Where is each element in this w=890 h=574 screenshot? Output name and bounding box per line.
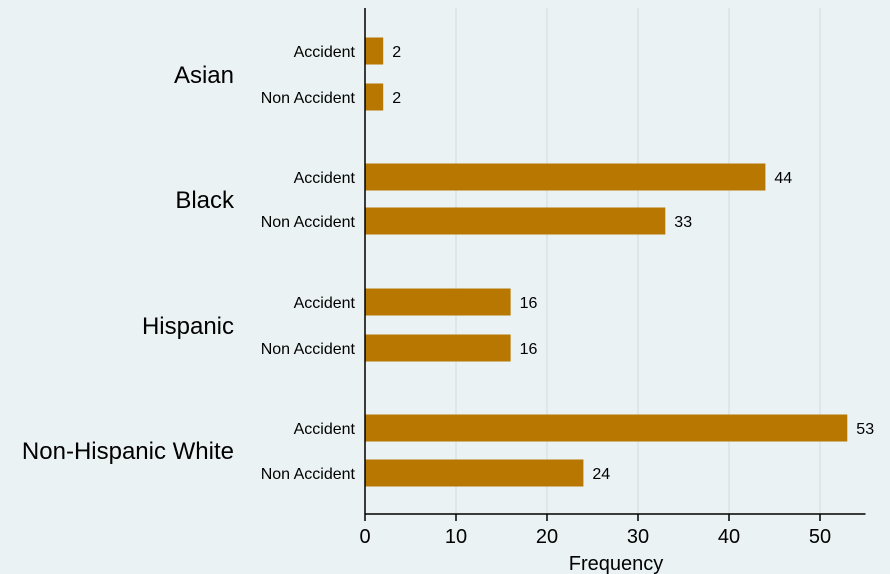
bar [365,163,766,191]
bar [365,459,584,487]
bar [365,334,511,362]
bar [365,37,384,65]
bar [365,83,384,111]
category-label: Non Accident [261,341,356,358]
x-axis-title: Frequency [569,553,664,574]
value-label: 2 [392,44,401,61]
bars [365,37,848,487]
x-tick-label: 10 [445,526,467,548]
x-tick-label: 20 [536,526,558,548]
group-label: Hispanic [142,313,234,340]
labels: Asian Accident 2 Non Accident 2 Black Accident… [22,44,874,483]
value-label: 16 [520,295,538,312]
category-label: Accident [294,170,356,187]
value-label: 53 [856,421,874,438]
group-label: Non-Hispanic White [22,438,234,465]
category-label: Non Accident [261,90,356,107]
group-label: Black [175,187,235,214]
bar [365,414,848,442]
x-tick-label: 50 [809,526,831,548]
category-label: Accident [294,44,356,61]
category-label: Non Accident [261,466,356,483]
x-tick-label: 30 [627,526,649,548]
axes: 0 10 20 30 40 50 [359,8,866,548]
category-label: Accident [294,421,356,438]
value-label: 2 [392,90,401,107]
category-label: Accident [294,295,356,312]
value-label: 44 [774,170,792,187]
group-label: Asian [174,62,234,89]
bar [365,207,666,235]
category-label: Non Accident [261,214,356,231]
value-label: 16 [520,341,538,358]
x-tick-label: 40 [718,526,740,548]
bar [365,288,511,316]
value-label: 24 [592,466,610,483]
value-label: 33 [674,214,692,231]
x-tick-label: 0 [359,526,370,548]
